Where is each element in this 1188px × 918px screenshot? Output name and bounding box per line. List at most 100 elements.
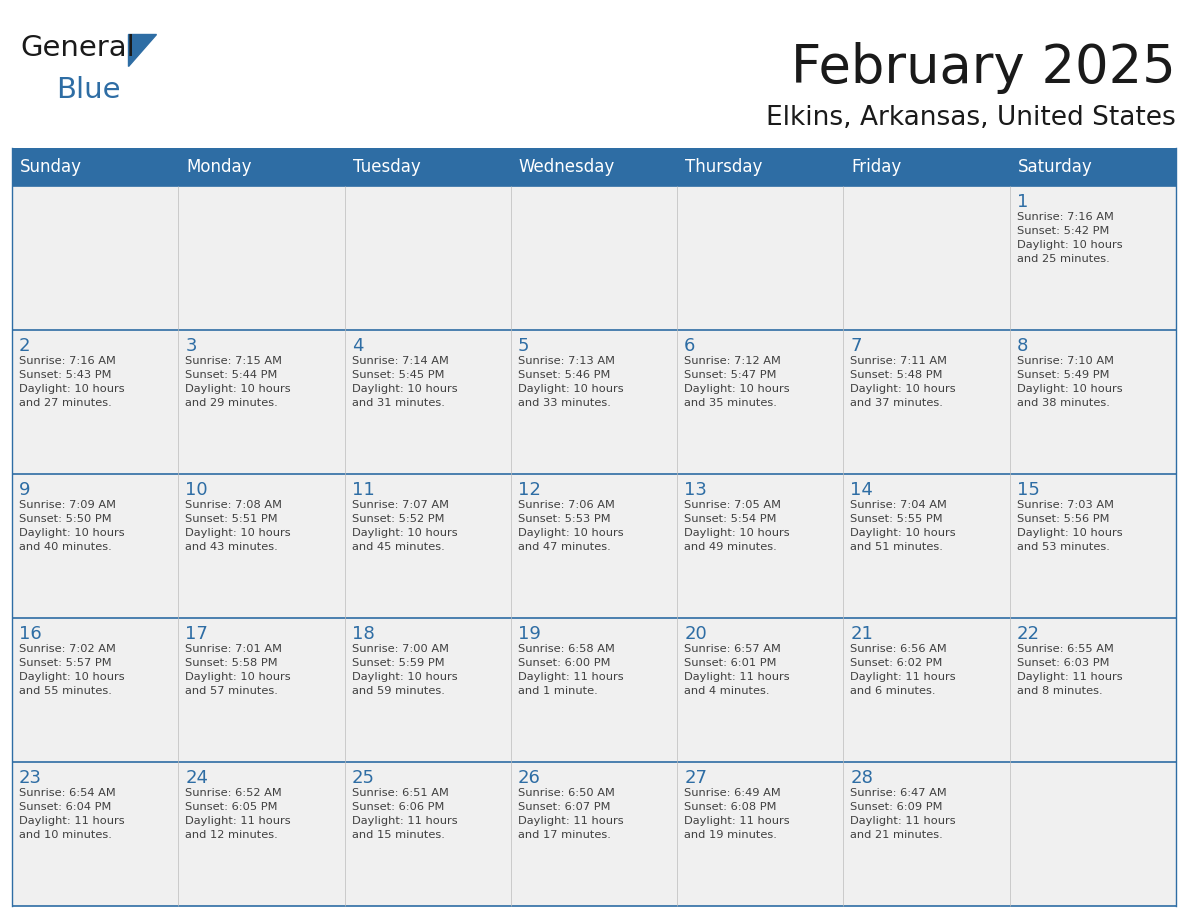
Text: Sunrise: 7:05 AM
Sunset: 5:54 PM
Daylight: 10 hours
and 49 minutes.: Sunrise: 7:05 AM Sunset: 5:54 PM Dayligh…	[684, 500, 790, 552]
Text: Sunrise: 6:51 AM
Sunset: 6:06 PM
Daylight: 11 hours
and 15 minutes.: Sunrise: 6:51 AM Sunset: 6:06 PM Dayligh…	[352, 788, 457, 840]
Bar	[677, 186, 843, 330]
Bar	[1010, 474, 1176, 618]
Text: Sunrise: 7:03 AM
Sunset: 5:56 PM
Daylight: 10 hours
and 53 minutes.: Sunrise: 7:03 AM Sunset: 5:56 PM Dayligh…	[1017, 500, 1123, 552]
Bar	[677, 474, 843, 618]
Bar	[843, 330, 1010, 474]
Bar	[345, 474, 511, 618]
Text: Sunrise: 7:08 AM
Sunset: 5:51 PM
Daylight: 10 hours
and 43 minutes.: Sunrise: 7:08 AM Sunset: 5:51 PM Dayligh…	[185, 500, 291, 552]
Text: 21: 21	[851, 625, 873, 643]
Bar	[345, 330, 511, 474]
Text: 20: 20	[684, 625, 707, 643]
Bar	[843, 762, 1010, 906]
Text: Tuesday: Tuesday	[353, 158, 421, 176]
Bar	[1010, 618, 1176, 762]
Bar	[511, 762, 677, 906]
Text: 8: 8	[1017, 337, 1028, 355]
Bar	[345, 618, 511, 762]
Bar	[1010, 186, 1176, 330]
Text: Sunrise: 7:14 AM
Sunset: 5:45 PM
Daylight: 10 hours
and 31 minutes.: Sunrise: 7:14 AM Sunset: 5:45 PM Dayligh…	[352, 356, 457, 408]
Text: Sunrise: 6:58 AM
Sunset: 6:00 PM
Daylight: 11 hours
and 1 minute.: Sunrise: 6:58 AM Sunset: 6:00 PM Dayligh…	[518, 644, 624, 696]
Text: February 2025: February 2025	[791, 42, 1176, 94]
Bar	[843, 186, 1010, 330]
Text: 13: 13	[684, 481, 707, 499]
Text: Sunrise: 7:02 AM
Sunset: 5:57 PM
Daylight: 10 hours
and 55 minutes.: Sunrise: 7:02 AM Sunset: 5:57 PM Dayligh…	[19, 644, 125, 696]
Bar	[677, 618, 843, 762]
Text: Saturday: Saturday	[1018, 158, 1093, 176]
Bar	[677, 330, 843, 474]
Bar	[345, 186, 511, 330]
Bar	[12, 474, 178, 618]
Text: Sunrise: 7:06 AM
Sunset: 5:53 PM
Daylight: 10 hours
and 47 minutes.: Sunrise: 7:06 AM Sunset: 5:53 PM Dayligh…	[518, 500, 624, 552]
Text: 11: 11	[352, 481, 374, 499]
Text: Sunrise: 7:09 AM
Sunset: 5:50 PM
Daylight: 10 hours
and 40 minutes.: Sunrise: 7:09 AM Sunset: 5:50 PM Dayligh…	[19, 500, 125, 552]
Polygon shape	[128, 34, 156, 66]
Text: 26: 26	[518, 769, 541, 787]
Text: 3: 3	[185, 337, 197, 355]
Bar	[511, 618, 677, 762]
Text: Sunrise: 7:16 AM
Sunset: 5:42 PM
Daylight: 10 hours
and 25 minutes.: Sunrise: 7:16 AM Sunset: 5:42 PM Dayligh…	[1017, 212, 1123, 264]
Bar	[677, 762, 843, 906]
Bar	[178, 474, 345, 618]
Text: 17: 17	[185, 625, 208, 643]
Text: Sunrise: 6:54 AM
Sunset: 6:04 PM
Daylight: 11 hours
and 10 minutes.: Sunrise: 6:54 AM Sunset: 6:04 PM Dayligh…	[19, 788, 125, 840]
Bar	[1010, 330, 1176, 474]
Text: 1: 1	[1017, 193, 1028, 211]
Text: 23: 23	[19, 769, 42, 787]
Text: Sunrise: 7:01 AM
Sunset: 5:58 PM
Daylight: 10 hours
and 57 minutes.: Sunrise: 7:01 AM Sunset: 5:58 PM Dayligh…	[185, 644, 291, 696]
Bar	[511, 330, 677, 474]
Text: Sunrise: 7:07 AM
Sunset: 5:52 PM
Daylight: 10 hours
and 45 minutes.: Sunrise: 7:07 AM Sunset: 5:52 PM Dayligh…	[352, 500, 457, 552]
Text: Friday: Friday	[852, 158, 902, 176]
Text: Sunrise: 7:04 AM
Sunset: 5:55 PM
Daylight: 10 hours
and 51 minutes.: Sunrise: 7:04 AM Sunset: 5:55 PM Dayligh…	[851, 500, 956, 552]
Text: Sunrise: 6:52 AM
Sunset: 6:05 PM
Daylight: 11 hours
and 12 minutes.: Sunrise: 6:52 AM Sunset: 6:05 PM Dayligh…	[185, 788, 291, 840]
Bar	[511, 474, 677, 618]
Text: 16: 16	[19, 625, 42, 643]
Bar	[12, 330, 178, 474]
Text: 14: 14	[851, 481, 873, 499]
Text: 28: 28	[851, 769, 873, 787]
Text: Sunrise: 7:15 AM
Sunset: 5:44 PM
Daylight: 10 hours
and 29 minutes.: Sunrise: 7:15 AM Sunset: 5:44 PM Dayligh…	[185, 356, 291, 408]
Text: 7: 7	[851, 337, 862, 355]
Text: Sunrise: 7:11 AM
Sunset: 5:48 PM
Daylight: 10 hours
and 37 minutes.: Sunrise: 7:11 AM Sunset: 5:48 PM Dayligh…	[851, 356, 956, 408]
Text: Monday: Monday	[187, 158, 252, 176]
Text: Blue: Blue	[56, 76, 120, 104]
Text: Sunrise: 7:00 AM
Sunset: 5:59 PM
Daylight: 10 hours
and 59 minutes.: Sunrise: 7:00 AM Sunset: 5:59 PM Dayligh…	[352, 644, 457, 696]
Text: Sunrise: 6:57 AM
Sunset: 6:01 PM
Daylight: 11 hours
and 4 minutes.: Sunrise: 6:57 AM Sunset: 6:01 PM Dayligh…	[684, 644, 790, 696]
Text: 10: 10	[185, 481, 208, 499]
Text: 4: 4	[352, 337, 364, 355]
Text: 19: 19	[518, 625, 541, 643]
Bar	[178, 186, 345, 330]
Text: Sunrise: 6:55 AM
Sunset: 6:03 PM
Daylight: 11 hours
and 8 minutes.: Sunrise: 6:55 AM Sunset: 6:03 PM Dayligh…	[1017, 644, 1123, 696]
Text: Sunrise: 7:12 AM
Sunset: 5:47 PM
Daylight: 10 hours
and 35 minutes.: Sunrise: 7:12 AM Sunset: 5:47 PM Dayligh…	[684, 356, 790, 408]
Text: 22: 22	[1017, 625, 1040, 643]
Text: 12: 12	[518, 481, 541, 499]
Bar	[178, 618, 345, 762]
Text: Sunrise: 6:56 AM
Sunset: 6:02 PM
Daylight: 11 hours
and 6 minutes.: Sunrise: 6:56 AM Sunset: 6:02 PM Dayligh…	[851, 644, 956, 696]
Bar	[511, 186, 677, 330]
Bar	[1010, 762, 1176, 906]
Text: 5: 5	[518, 337, 530, 355]
Text: 27: 27	[684, 769, 707, 787]
Bar	[843, 474, 1010, 618]
Text: Sunrise: 6:47 AM
Sunset: 6:09 PM
Daylight: 11 hours
and 21 minutes.: Sunrise: 6:47 AM Sunset: 6:09 PM Dayligh…	[851, 788, 956, 840]
Text: Wednesday: Wednesday	[519, 158, 615, 176]
Text: Elkins, Arkansas, United States: Elkins, Arkansas, United States	[766, 105, 1176, 131]
Text: 9: 9	[19, 481, 31, 499]
Text: 18: 18	[352, 625, 374, 643]
Text: Sunday: Sunday	[20, 158, 82, 176]
Bar	[12, 186, 178, 330]
Bar	[12, 148, 1176, 186]
Text: 25: 25	[352, 769, 374, 787]
Text: Sunrise: 7:13 AM
Sunset: 5:46 PM
Daylight: 10 hours
and 33 minutes.: Sunrise: 7:13 AM Sunset: 5:46 PM Dayligh…	[518, 356, 624, 408]
Bar	[12, 618, 178, 762]
Text: 6: 6	[684, 337, 695, 355]
Text: General: General	[20, 34, 134, 62]
Text: Sunrise: 7:10 AM
Sunset: 5:49 PM
Daylight: 10 hours
and 38 minutes.: Sunrise: 7:10 AM Sunset: 5:49 PM Dayligh…	[1017, 356, 1123, 408]
Text: 15: 15	[1017, 481, 1040, 499]
Text: Sunrise: 6:49 AM
Sunset: 6:08 PM
Daylight: 11 hours
and 19 minutes.: Sunrise: 6:49 AM Sunset: 6:08 PM Dayligh…	[684, 788, 790, 840]
Bar	[843, 618, 1010, 762]
Text: Sunrise: 6:50 AM
Sunset: 6:07 PM
Daylight: 11 hours
and 17 minutes.: Sunrise: 6:50 AM Sunset: 6:07 PM Dayligh…	[518, 788, 624, 840]
Text: Sunrise: 7:16 AM
Sunset: 5:43 PM
Daylight: 10 hours
and 27 minutes.: Sunrise: 7:16 AM Sunset: 5:43 PM Dayligh…	[19, 356, 125, 408]
Text: Thursday: Thursday	[685, 158, 763, 176]
Bar	[12, 762, 178, 906]
Text: 2: 2	[19, 337, 31, 355]
